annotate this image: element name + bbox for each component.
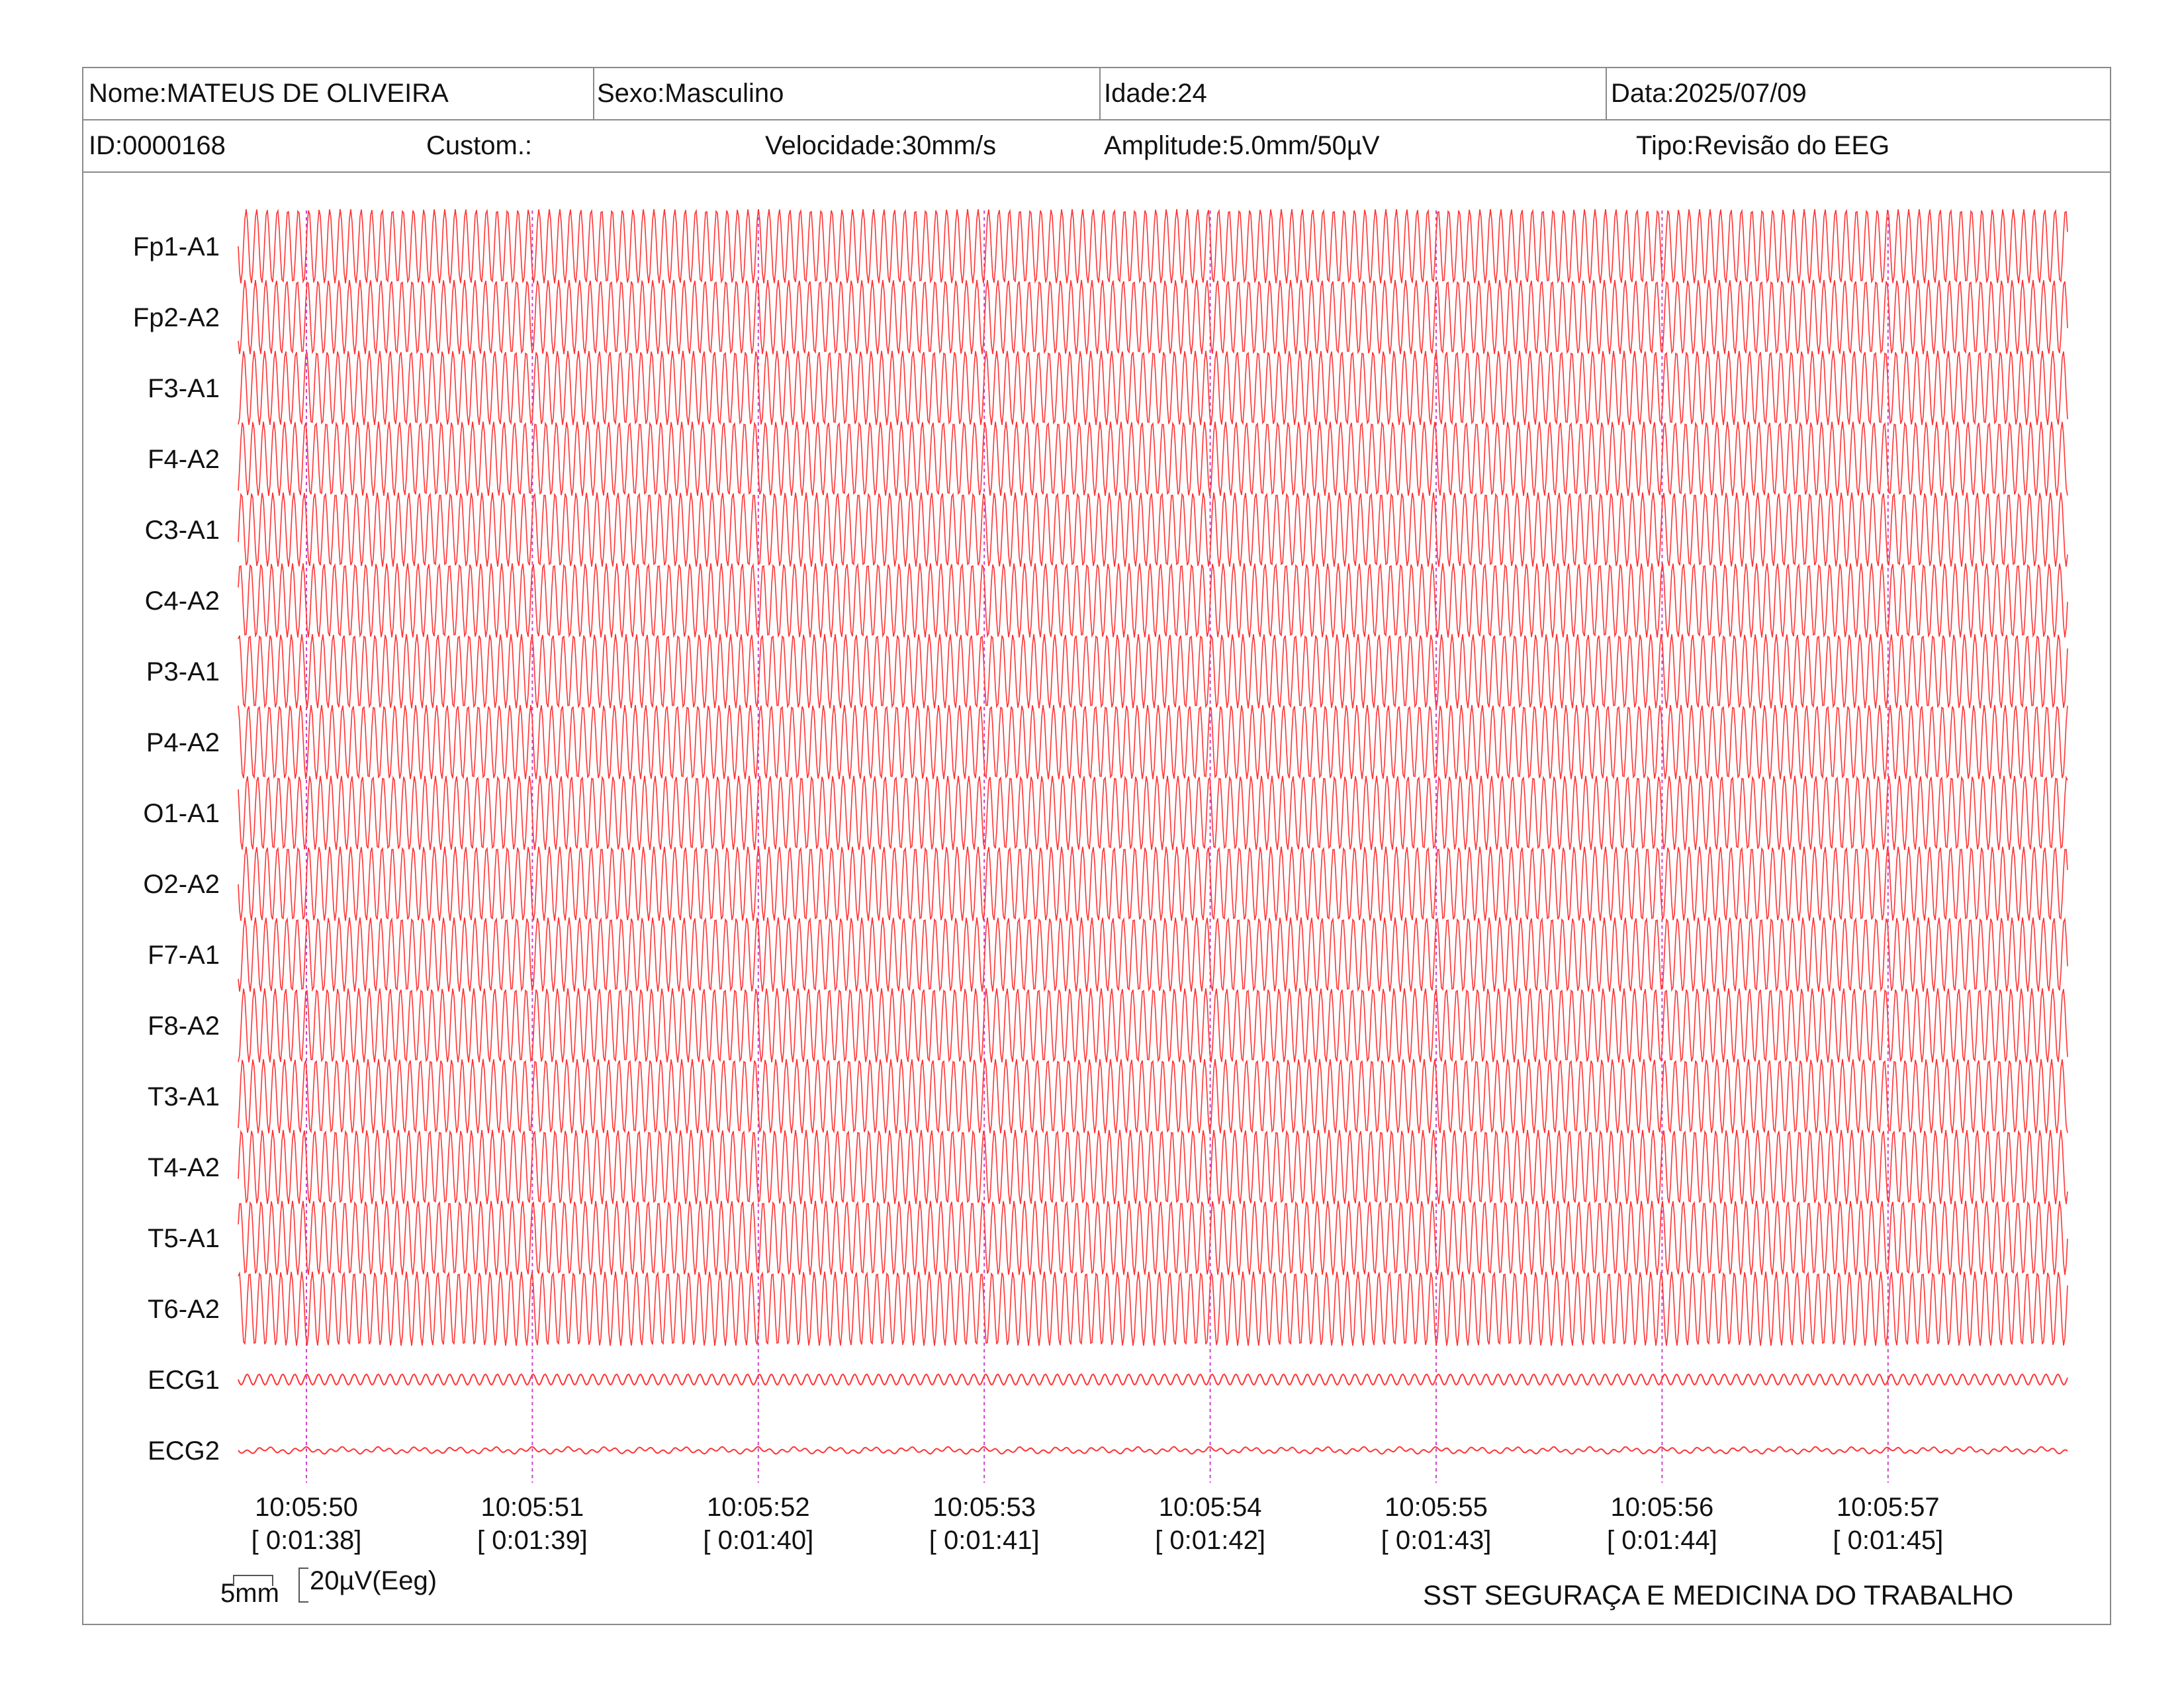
time-marker-clock: 10:05:50 <box>255 1493 358 1522</box>
time-marker-elapsed: [ 0:01:41] <box>929 1526 1040 1555</box>
channel-label: Fp1-A1 <box>133 232 220 261</box>
eeg-trace <box>238 421 2068 496</box>
time-marker-clock: 10:05:53 <box>933 1493 1036 1522</box>
company-name: SST SEGURAÇA E MEDICINA DO TRABALHO <box>1423 1579 2014 1611</box>
time-marker-elapsed: [ 0:01:45] <box>1833 1526 1943 1555</box>
time-marker-clock: 10:05:52 <box>707 1493 810 1522</box>
header-row-patient: Nome:MATEUS DE OLIVEIRA Sexo:Masculino I… <box>83 68 2110 120</box>
patient-age: Idade:24 <box>1104 79 1207 108</box>
report-frame: Nome:MATEUS DE OLIVEIRA Sexo:Masculino I… <box>82 67 2111 1625</box>
scale-bar-icon <box>233 1568 308 1603</box>
channel-label: O1-A1 <box>143 799 220 828</box>
channel-label: ECG1 <box>148 1366 220 1395</box>
channel-label: O2-A2 <box>143 870 220 899</box>
time-marker-clock: 10:05:51 <box>481 1493 584 1522</box>
eeg-trace <box>238 279 2068 355</box>
time-marker-clock: 10:05:55 <box>1385 1493 1488 1522</box>
custom-field: Custom.: <box>426 131 533 160</box>
eeg-trace <box>238 1058 2068 1134</box>
eeg-trace <box>238 1200 2068 1276</box>
channel-label: ECG2 <box>148 1436 220 1466</box>
eeg-trace <box>238 1129 2068 1205</box>
voltage-scale-label: 20µV(Eeg) <box>310 1566 437 1595</box>
header-divider <box>593 68 594 119</box>
eeg-trace <box>238 917 2068 992</box>
channel-label: P3-A1 <box>146 657 220 686</box>
eeg-trace <box>238 704 2068 780</box>
time-marker-clock: 10:05:56 <box>1611 1493 1714 1522</box>
eeg-trace <box>238 492 2068 567</box>
eeg-trace <box>238 209 2068 284</box>
eeg-trace <box>238 988 2068 1063</box>
header-divider <box>1606 68 1607 119</box>
channel-label: T5-A1 <box>148 1224 220 1253</box>
channel-label: T6-A2 <box>148 1295 220 1324</box>
time-marker-elapsed: [ 0:01:39] <box>477 1526 588 1555</box>
eeg-trace <box>238 775 2068 851</box>
channel-label: Fp2-A2 <box>133 303 220 332</box>
channel-label: F4-A2 <box>148 445 220 474</box>
channel-label: C4-A2 <box>145 586 220 616</box>
channel-label: P4-A2 <box>146 728 220 757</box>
eeg-trace <box>238 1271 2068 1346</box>
eeg-trace <box>238 633 2068 709</box>
time-marker-elapsed: [ 0:01:43] <box>1381 1526 1492 1555</box>
channel-label: F7-A1 <box>148 941 220 970</box>
time-marker-elapsed: [ 0:01:42] <box>1155 1526 1265 1555</box>
time-marker-elapsed: [ 0:01:44] <box>1607 1526 1717 1555</box>
paper-speed: Velocidade:30mm/s <box>765 131 997 160</box>
amplitude-setting: Amplitude:5.0mm/50µV <box>1104 131 1380 160</box>
time-scale-label: 5mm <box>220 1579 279 1608</box>
eeg-trace <box>238 1446 2068 1455</box>
header-row-exam: ID:0000168 Custom.: Velocidade:30mm/s Am… <box>83 120 2110 173</box>
channel-label: T3-A1 <box>148 1082 220 1111</box>
patient-name: Nome:MATEUS DE OLIVEIRA <box>89 79 449 108</box>
patient-sex: Sexo:Masculino <box>597 79 784 108</box>
channel-label: C3-A1 <box>145 516 220 545</box>
channel-label: F3-A1 <box>148 374 220 403</box>
eeg-trace <box>238 563 2068 638</box>
eeg-trace <box>238 350 2068 426</box>
channel-label: F8-A2 <box>148 1011 220 1041</box>
time-marker-clock: 10:05:57 <box>1837 1493 1940 1522</box>
header-divider <box>1099 68 1101 119</box>
patient-id: ID:0000168 <box>89 131 226 160</box>
exam-type: Tipo:Revisão do EEG <box>1636 131 1890 160</box>
channel-label: T4-A2 <box>148 1153 220 1182</box>
time-marker-clock: 10:05:54 <box>1159 1493 1262 1522</box>
time-marker-elapsed: [ 0:01:38] <box>251 1526 362 1555</box>
time-marker-elapsed: [ 0:01:40] <box>703 1526 813 1555</box>
exam-date: Data:2025/07/09 <box>1611 79 1807 108</box>
eeg-trace <box>238 846 2068 921</box>
eeg-trace <box>238 1373 2068 1386</box>
